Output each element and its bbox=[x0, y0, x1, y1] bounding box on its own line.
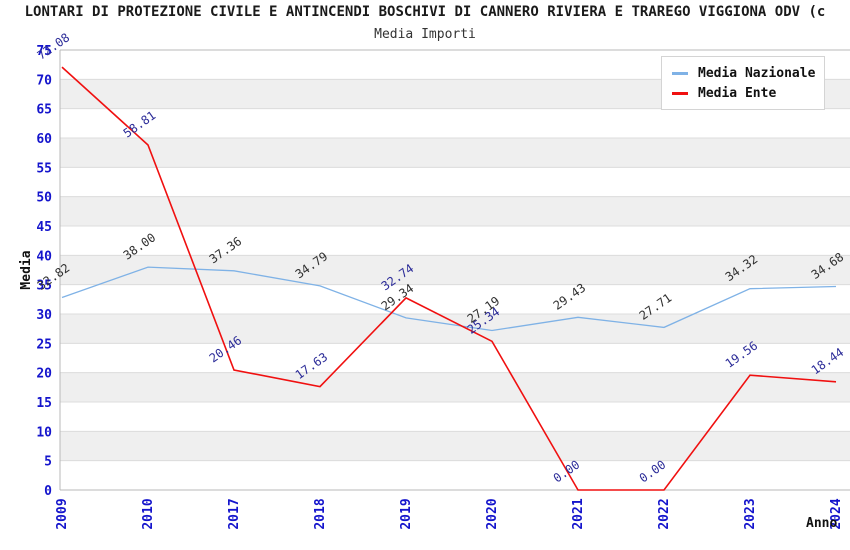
y-tick-label: 60 bbox=[36, 132, 52, 147]
legend-item-media-nazionale: Media Nazionale bbox=[672, 63, 824, 83]
x-tick-label: 2018 bbox=[313, 498, 328, 529]
y-tick-label: 55 bbox=[36, 161, 52, 176]
grid-band bbox=[60, 196, 850, 226]
y-tick-label: 25 bbox=[36, 337, 52, 352]
y-tick-label: 5 bbox=[44, 455, 52, 470]
y-tick-label: 0 bbox=[44, 484, 52, 499]
x-tick-label: 2023 bbox=[743, 498, 758, 529]
x-tick-label: 2019 bbox=[399, 498, 414, 529]
y-tick-label: 20 bbox=[36, 367, 52, 382]
point-label: 58.81 bbox=[121, 108, 159, 140]
point-label: 0.00 bbox=[551, 457, 583, 485]
y-tick-label: 50 bbox=[36, 191, 52, 206]
legend: Media Nazionale Media Ente bbox=[661, 56, 825, 110]
series-line-nazionale bbox=[61, 266, 837, 332]
x-tick-label: 2020 bbox=[485, 498, 500, 529]
legend-label: Media Ente bbox=[698, 85, 777, 101]
y-tick-label: 30 bbox=[36, 308, 52, 323]
chart-title: LONTARI DI PROTEZIONE CIVILE E ANTINCEND… bbox=[24, 4, 826, 20]
x-tick-label: 2010 bbox=[141, 498, 156, 529]
x-tick-label: 2017 bbox=[227, 498, 242, 529]
x-tick-label: 2021 bbox=[571, 498, 586, 529]
x-axis-title: Anno bbox=[806, 516, 837, 531]
line-swatch-nazionale bbox=[672, 71, 688, 75]
y-tick-label: 35 bbox=[36, 279, 52, 294]
y-tick-label: 75 bbox=[36, 44, 52, 59]
y-axis-title: Media bbox=[19, 250, 34, 289]
point-label: 0.00 bbox=[637, 457, 669, 485]
point-label: 29.43 bbox=[551, 281, 589, 313]
x-tick-label: 2024 bbox=[829, 498, 844, 529]
y-tick-label: 10 bbox=[36, 425, 52, 440]
legend-label: Media Nazionale bbox=[698, 65, 816, 81]
chart-subtitle: Media Importi bbox=[374, 27, 476, 42]
y-tick-label: 15 bbox=[36, 396, 52, 411]
x-tick-label: 2009 bbox=[55, 498, 70, 529]
series-line-ente bbox=[61, 66, 837, 491]
legend-item-media-ente: Media Ente bbox=[672, 83, 824, 103]
y-tick-label: 65 bbox=[36, 103, 52, 118]
line-swatch-ente bbox=[672, 91, 688, 95]
y-tick-label: 40 bbox=[36, 249, 52, 264]
point-label: 72.08 bbox=[35, 30, 73, 62]
grid-band bbox=[60, 314, 850, 344]
x-tick-label: 2022 bbox=[657, 498, 672, 529]
grid-band bbox=[60, 372, 850, 402]
y-tick-label: 70 bbox=[36, 73, 52, 88]
grid-band bbox=[60, 138, 850, 168]
y-tick-label: 45 bbox=[36, 220, 52, 235]
grid-band bbox=[60, 431, 850, 461]
